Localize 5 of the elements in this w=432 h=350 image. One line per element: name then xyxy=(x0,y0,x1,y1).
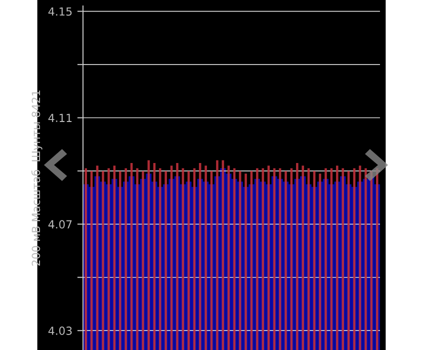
y-axis-title: 200 мВ Масштаб Шунты 8421 xyxy=(31,90,42,266)
y-tick-label: 4.07 xyxy=(48,220,72,229)
y-tick-label: 4.15 xyxy=(48,7,72,16)
y-tick-label: 4.11 xyxy=(48,114,72,122)
y-tick-label: 4.03 xyxy=(48,326,72,335)
